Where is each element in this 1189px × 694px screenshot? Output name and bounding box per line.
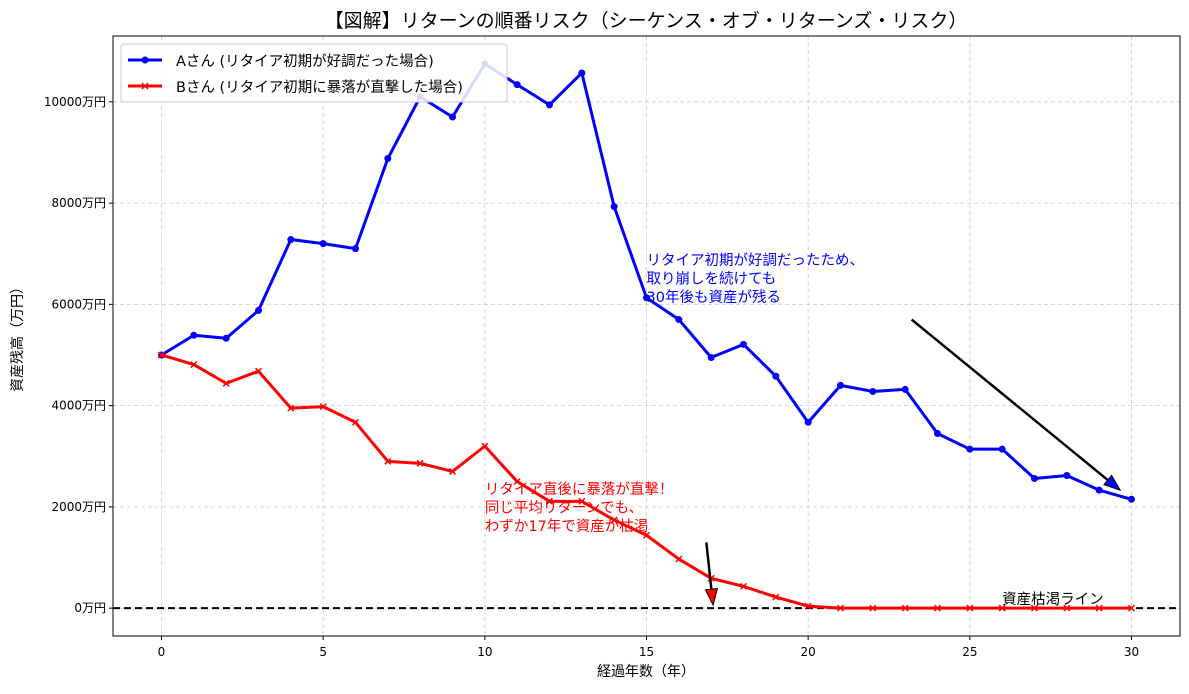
x-tick-label: 20	[801, 645, 816, 659]
data-point-a	[352, 245, 359, 253]
series-layer: 資産枯渇ライン	[113, 60, 1180, 612]
data-point-b	[966, 604, 974, 612]
y-tick-label: 10000万円	[44, 95, 106, 109]
data-point-b	[998, 604, 1006, 612]
annotation-text-line: わずか17年で資産が枯渇	[485, 518, 648, 535]
data-point-a	[255, 306, 262, 314]
data-point-a	[190, 331, 198, 339]
data-point-b	[481, 442, 489, 450]
x-axis-label: 経過年数（年）	[597, 664, 695, 680]
data-point-b	[190, 361, 198, 369]
annotation-text-line: リタイア直後に暴落が直撃！	[485, 481, 674, 498]
data-point-a	[869, 387, 877, 395]
legend-label-b: Bさん (リタイア初期に暴落が直撃した場合)	[176, 79, 463, 96]
data-point-a	[804, 418, 812, 426]
legend: Aさん (リタイア初期が好調だった場合) Bさん (リタイア初期に暴落が直撃した…	[120, 43, 508, 103]
x-tick-label: 25	[962, 645, 977, 659]
data-point-b	[578, 497, 586, 505]
data-point-b	[804, 602, 812, 610]
data-point-b	[610, 516, 618, 524]
annotation-arrow-shaft	[705, 542, 713, 590]
data-point-b	[157, 351, 166, 359]
data-point-a	[740, 340, 747, 348]
data-point-a	[546, 101, 553, 109]
data-point-a	[643, 294, 650, 302]
data-point-b	[545, 497, 554, 505]
y-tick-label: 6000万円	[51, 297, 106, 311]
data-point-b	[1127, 604, 1136, 612]
x-tick-label: 30	[1124, 645, 1139, 659]
data-point-b	[642, 531, 651, 539]
y-axis-label: 資産残高（万円）	[9, 280, 26, 392]
data-point-b	[772, 593, 780, 601]
data-point-b	[836, 604, 845, 612]
data-point-b	[1063, 604, 1071, 612]
x-tick-label: 5	[319, 645, 327, 659]
data-point-b	[287, 404, 295, 412]
legend-label-a: Aさん (リタイア初期が好調だった場合)	[176, 53, 434, 70]
annotation-text-line: 取り崩しを続けても	[647, 270, 777, 287]
data-point-a	[384, 155, 392, 163]
data-point-a	[901, 385, 909, 393]
legend-marker-b	[141, 82, 149, 90]
data-point-a	[222, 334, 230, 342]
data-point-b	[675, 555, 683, 563]
data-point-b	[384, 457, 392, 465]
data-point-b	[1095, 604, 1103, 612]
annotation-text-line: 30年後も資産が残る	[647, 289, 781, 306]
legend-marker-a	[141, 56, 149, 64]
data-point-a	[966, 445, 974, 453]
data-point-a	[837, 381, 844, 389]
data-point-b	[448, 467, 457, 475]
annotation-arrowhead	[1103, 474, 1122, 492]
data-point-b	[222, 379, 230, 387]
data-point-a	[1095, 486, 1103, 494]
annotation-arrowhead	[704, 587, 719, 607]
data-point-b	[416, 459, 424, 467]
data-point-a	[1128, 495, 1135, 503]
data-point-a	[319, 240, 327, 248]
data-point-b	[869, 604, 877, 612]
annotations: リタイア初期が好調だったため、取り崩しを続けても 30年後も資産が残るリタイア直後…	[485, 252, 1122, 607]
data-point-a	[578, 69, 586, 77]
data-point-a	[449, 113, 456, 121]
data-point-a	[1063, 471, 1071, 479]
data-point-a	[934, 429, 941, 437]
legend-box	[120, 43, 508, 103]
grid	[113, 36, 1180, 636]
y-tick-label: 8000万円	[51, 196, 106, 210]
data-point-b	[1030, 604, 1039, 612]
data-point-b	[254, 367, 263, 375]
data-point-a	[772, 372, 780, 380]
data-point-a	[513, 81, 521, 89]
data-point-a	[675, 316, 683, 324]
y-axis-ticks: 0万円 2000万円 4000万円 6000万円 8000万円 10000万円	[44, 95, 113, 615]
data-point-a	[287, 236, 295, 244]
annotation-text-line: リタイア初期が好調だったため、	[647, 252, 865, 269]
x-tick-label: 0	[158, 645, 166, 659]
data-point-b	[933, 604, 942, 612]
y-tick-label: 2000万円	[51, 500, 106, 514]
data-point-a	[610, 203, 618, 211]
data-point-b	[351, 418, 360, 426]
data-point-b	[901, 604, 909, 612]
data-point-b	[739, 582, 748, 590]
x-tick-label: 15	[639, 645, 654, 659]
data-point-b	[513, 478, 521, 486]
y-tick-label: 0万円	[74, 601, 106, 615]
x-tick-label: 10	[477, 645, 492, 659]
reference-line-label: 資産枯渇ライン	[1002, 591, 1104, 608]
data-point-a	[1031, 475, 1038, 483]
annotation-arrow-shaft	[910, 318, 1109, 482]
x-axis-ticks: 0 5 10 15 20 25 30	[158, 636, 1139, 659]
data-point-a	[707, 354, 715, 362]
chart-title: 【図解】リターンの順番リスク（シーケンス・オブ・リターンズ・リスク）	[325, 9, 968, 32]
y-tick-label: 4000万円	[51, 399, 106, 413]
annotation-text-line: 同じ平均リターンでも、	[485, 500, 643, 517]
data-point-a	[998, 445, 1006, 453]
data-point-b	[319, 403, 327, 411]
plot-frame	[112, 35, 1181, 637]
